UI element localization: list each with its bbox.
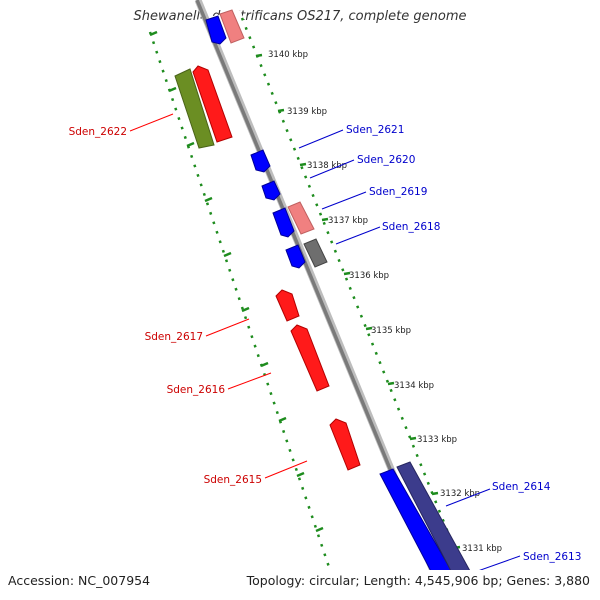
right-gene-labels: Sden_2621 Sden_2620 Sden_2619 Sden_2618 …	[346, 124, 581, 563]
major-tick	[296, 471, 305, 478]
major-tick	[278, 416, 287, 423]
gene-pink[interactable]	[287, 201, 315, 235]
gene-label-sden-2621[interactable]: Sden_2621	[346, 124, 404, 136]
ruler-label: 3138 kbp	[307, 161, 347, 171]
gene-sden-2620[interactable]	[261, 180, 281, 201]
accession-text: Accession: NC_007954	[8, 573, 151, 588]
label-leaders	[129, 113, 521, 570]
major-tick	[365, 326, 373, 331]
leader-sden-2615	[264, 460, 308, 479]
ruler-label: 3140 kbp	[268, 50, 308, 60]
tick-line-inner	[240, 17, 465, 570]
major-tick	[223, 251, 232, 258]
leader-sden-2617	[205, 318, 250, 337]
gene-sden-2621[interactable]	[250, 149, 271, 173]
ruler-label: 3134 kbp	[394, 381, 434, 391]
major-tick	[149, 30, 158, 37]
gene-sden-2619[interactable]	[272, 207, 295, 238]
gene-arrow-blue-top[interactable]	[205, 15, 227, 45]
leader-sden-2616	[227, 372, 272, 390]
reverse-genes	[205, 9, 486, 570]
ruler-label: 3137 kbp	[328, 216, 368, 226]
gene-label-sden-2613[interactable]: Sden_2613	[523, 551, 581, 563]
gene-sden-2617[interactable]	[275, 289, 300, 322]
gene-arrow-pink-top[interactable]	[219, 9, 245, 44]
topology-text: Topology: circular; Length: 4,545,906 bp…	[246, 573, 590, 588]
ruler-label: 3136 kbp	[349, 271, 389, 281]
forward-genes	[174, 65, 361, 471]
major-tick	[343, 271, 351, 276]
major-tick	[321, 217, 329, 222]
major-tick	[387, 381, 395, 386]
major-tick	[241, 306, 250, 313]
major-tick	[277, 108, 285, 113]
gene-label-sden-2620[interactable]: Sden_2620	[357, 154, 415, 166]
gene-sden-2615[interactable]	[329, 418, 361, 471]
tick-lines	[148, 17, 465, 570]
ruler-label: 3132 kbp	[440, 489, 480, 499]
gene-label-sden-2615[interactable]: Sden_2615	[204, 474, 262, 486]
gene-arrow-red[interactable]	[192, 65, 233, 143]
gene-gray[interactable]	[303, 238, 328, 268]
major-tick	[168, 86, 177, 93]
leader-sden-2613	[479, 555, 521, 570]
gene-label-sden-2618[interactable]: Sden_2618	[382, 221, 440, 233]
gene-sden-2622[interactable]	[174, 68, 215, 149]
leader-sden-2620	[309, 159, 355, 179]
leader-sden-2618	[335, 226, 381, 245]
major-tick	[299, 162, 307, 167]
gene-label-sden-2619[interactable]: Sden_2619	[369, 186, 427, 198]
ruler-label: 3139 kbp	[287, 107, 327, 117]
gene-label-sden-2616[interactable]: Sden_2616	[167, 384, 226, 396]
left-gene-labels: Sden_2622 Sden_2617 Sden_2616 Sden_2615	[69, 126, 262, 486]
leader-sden-2621	[298, 129, 344, 149]
major-tick	[315, 526, 324, 533]
major-tick	[186, 141, 195, 148]
genome-map: 3140 kbp 3139 kbp 3138 kbp 3137 kbp 3136…	[69, 0, 581, 570]
gene-sden-2613[interactable]	[396, 461, 486, 570]
major-tick	[431, 491, 439, 496]
major-tick	[409, 436, 417, 441]
leader-sden-2622	[129, 113, 174, 132]
ruler-label: 3135 kbp	[371, 326, 411, 336]
leader-sden-2619	[321, 191, 367, 210]
ruler-label: 3131 kbp	[462, 544, 502, 554]
ruler-label: 3133 kbp	[417, 435, 457, 445]
gene-label-sden-2617[interactable]: Sden_2617	[145, 331, 203, 343]
gene-label-sden-2622[interactable]: Sden_2622	[69, 126, 127, 138]
gene-sden-2616[interactable]	[290, 324, 330, 392]
gene-sden-2614[interactable]	[379, 468, 468, 570]
ruler-labels: 3140 kbp 3139 kbp 3138 kbp 3137 kbp 3136…	[268, 50, 502, 554]
leader-sden-2614	[445, 488, 491, 507]
major-tick	[255, 53, 263, 58]
major-tick	[204, 196, 213, 203]
gene-label-sden-2614[interactable]: Sden_2614	[492, 481, 551, 493]
gene-sden-2618[interactable]	[285, 244, 306, 269]
major-tick	[260, 361, 269, 368]
